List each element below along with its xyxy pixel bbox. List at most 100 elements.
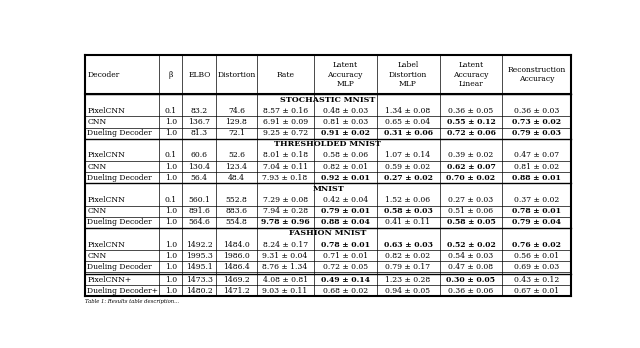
Text: 883.6: 883.6 xyxy=(225,207,248,215)
Text: 7.04 ± 0.11: 7.04 ± 0.11 xyxy=(262,163,308,171)
Text: 0.94 ± 0.05: 0.94 ± 0.05 xyxy=(385,287,431,295)
Text: 891.6: 891.6 xyxy=(188,207,211,215)
Text: 0.1: 0.1 xyxy=(164,151,177,159)
Text: 8.57 ± 0.16: 8.57 ± 0.16 xyxy=(262,107,308,115)
Text: 0.62 ± 0.07: 0.62 ± 0.07 xyxy=(447,163,495,171)
Text: 0.78 ± 0.01: 0.78 ± 0.01 xyxy=(321,240,370,248)
Text: 0.39 ± 0.02: 0.39 ± 0.02 xyxy=(449,151,493,159)
Text: Dueling Decoder: Dueling Decoder xyxy=(88,218,152,226)
Text: 560.1: 560.1 xyxy=(188,196,211,204)
Text: 1.0: 1.0 xyxy=(164,174,177,182)
Text: 1.52 ± 0.06: 1.52 ± 0.06 xyxy=(385,196,431,204)
Text: 1.0: 1.0 xyxy=(164,287,177,295)
Text: 0.37 ± 0.02: 0.37 ± 0.02 xyxy=(514,196,559,204)
Text: 0.47 ± 0.08: 0.47 ± 0.08 xyxy=(449,263,493,271)
Text: 1473.3: 1473.3 xyxy=(186,276,213,284)
Text: 52.6: 52.6 xyxy=(228,151,245,159)
Text: 1.0: 1.0 xyxy=(164,276,177,284)
Text: 0.36 ± 0.03: 0.36 ± 0.03 xyxy=(514,107,559,115)
Text: Latent
Accuracy
Linear: Latent Accuracy Linear xyxy=(453,62,489,88)
Text: 1.07 ± 0.14: 1.07 ± 0.14 xyxy=(385,151,431,159)
Text: PixelCNN: PixelCNN xyxy=(88,240,125,248)
Text: 0.63 ± 0.03: 0.63 ± 0.03 xyxy=(383,240,433,248)
Text: 1.0: 1.0 xyxy=(164,129,177,137)
Text: 0.48 ± 0.03: 0.48 ± 0.03 xyxy=(323,107,368,115)
Text: 0.1: 0.1 xyxy=(164,107,177,115)
Text: 0.47 ± 0.07: 0.47 ± 0.07 xyxy=(514,151,559,159)
Text: 0.76 ± 0.02: 0.76 ± 0.02 xyxy=(512,240,561,248)
Text: Reconstruction
Accuracy: Reconstruction Accuracy xyxy=(508,66,566,83)
Text: Table 1: Results table description...: Table 1: Results table description... xyxy=(85,299,179,304)
Text: Dueling Decoder: Dueling Decoder xyxy=(88,263,152,271)
Text: 1486.4: 1486.4 xyxy=(223,263,250,271)
Text: 0.27 ± 0.03: 0.27 ± 0.03 xyxy=(449,196,493,204)
Text: 72.1: 72.1 xyxy=(228,129,245,137)
Text: 0.68 ± 0.02: 0.68 ± 0.02 xyxy=(323,287,368,295)
Text: 0.43 ± 0.12: 0.43 ± 0.12 xyxy=(514,276,559,284)
Text: 8.01 ± 0.18: 8.01 ± 0.18 xyxy=(262,151,308,159)
Text: FASHION MNIST: FASHION MNIST xyxy=(289,229,367,237)
Text: 0.71 ± 0.01: 0.71 ± 0.01 xyxy=(323,252,368,260)
Text: Label
Distortion
MLP: Label Distortion MLP xyxy=(389,62,428,88)
Text: 0.42 ± 0.04: 0.42 ± 0.04 xyxy=(323,196,368,204)
Text: β: β xyxy=(168,71,173,79)
Text: Dueling Decoder+: Dueling Decoder+ xyxy=(88,287,159,295)
Text: CNN: CNN xyxy=(88,207,107,215)
Text: 8.24 ± 0.17: 8.24 ± 0.17 xyxy=(262,240,308,248)
Text: 0.69 ± 0.03: 0.69 ± 0.03 xyxy=(514,263,559,271)
Text: 136.7: 136.7 xyxy=(188,118,211,126)
Text: Latent
Accuracy
MLP: Latent Accuracy MLP xyxy=(328,62,363,88)
Text: 0.41 ± 0.11: 0.41 ± 0.11 xyxy=(385,218,431,226)
Text: 0.36 ± 0.05: 0.36 ± 0.05 xyxy=(449,107,493,115)
Text: 1469.2: 1469.2 xyxy=(223,276,250,284)
Text: 1995.3: 1995.3 xyxy=(186,252,212,260)
Text: 1.0: 1.0 xyxy=(164,118,177,126)
Text: 0.79 ± 0.04: 0.79 ± 0.04 xyxy=(512,218,561,226)
Text: 81.3: 81.3 xyxy=(191,129,208,137)
Text: 1495.1: 1495.1 xyxy=(186,263,212,271)
Text: 0.49 ± 0.14: 0.49 ± 0.14 xyxy=(321,276,370,284)
Text: 1.0: 1.0 xyxy=(164,163,177,171)
Text: 0.73 ± 0.02: 0.73 ± 0.02 xyxy=(512,118,561,126)
Text: THRESHOLDED MNIST: THRESHOLDED MNIST xyxy=(275,140,381,148)
Text: CNN: CNN xyxy=(88,252,107,260)
Text: 0.58 ± 0.05: 0.58 ± 0.05 xyxy=(447,218,495,226)
Text: 0.54 ± 0.03: 0.54 ± 0.03 xyxy=(449,252,493,260)
Text: 1471.2: 1471.2 xyxy=(223,287,250,295)
Text: 7.93 ± 0.18: 7.93 ± 0.18 xyxy=(262,174,308,182)
Text: 0.67 ± 0.01: 0.67 ± 0.01 xyxy=(514,287,559,295)
Text: 4.08 ± 0.81: 4.08 ± 0.81 xyxy=(262,276,308,284)
Text: 130.4: 130.4 xyxy=(188,163,211,171)
Text: Distortion: Distortion xyxy=(218,71,256,79)
Text: 0.70 ± 0.02: 0.70 ± 0.02 xyxy=(447,174,495,182)
Text: PixelCNN: PixelCNN xyxy=(88,196,125,204)
Text: 0.51 ± 0.06: 0.51 ± 0.06 xyxy=(449,207,493,215)
Text: 9.25 ± 0.72: 9.25 ± 0.72 xyxy=(262,129,308,137)
Text: 0.88 ± 0.04: 0.88 ± 0.04 xyxy=(321,218,369,226)
Text: 0.79 ± 0.03: 0.79 ± 0.03 xyxy=(512,129,561,137)
Text: 0.92 ± 0.01: 0.92 ± 0.01 xyxy=(321,174,369,182)
Text: 6.91 ± 0.09: 6.91 ± 0.09 xyxy=(262,118,308,126)
Text: 9.78 ± 0.96: 9.78 ± 0.96 xyxy=(260,218,309,226)
Text: MNIST: MNIST xyxy=(312,185,344,193)
Text: 1484.0: 1484.0 xyxy=(223,240,250,248)
Text: 83.2: 83.2 xyxy=(191,107,208,115)
Text: 9.31 ± 0.04: 9.31 ± 0.04 xyxy=(262,252,308,260)
Text: 1480.2: 1480.2 xyxy=(186,287,212,295)
Text: 0.58 ± 0.03: 0.58 ± 0.03 xyxy=(383,207,433,215)
Text: 0.58 ± 0.06: 0.58 ± 0.06 xyxy=(323,151,368,159)
Text: 7.94 ± 0.28: 7.94 ± 0.28 xyxy=(262,207,308,215)
Text: 0.55 ± 0.12: 0.55 ± 0.12 xyxy=(447,118,495,126)
Text: 0.31 ± 0.06: 0.31 ± 0.06 xyxy=(383,129,433,137)
Text: 60.6: 60.6 xyxy=(191,151,208,159)
Text: STOCHASTIC MNIST: STOCHASTIC MNIST xyxy=(280,96,376,104)
Text: 1.23 ± 0.28: 1.23 ± 0.28 xyxy=(385,276,431,284)
Text: 1986.0: 1986.0 xyxy=(223,252,250,260)
Text: 0.79 ± 0.01: 0.79 ± 0.01 xyxy=(321,207,370,215)
Text: 554.8: 554.8 xyxy=(225,218,248,226)
Text: 0.79 ± 0.17: 0.79 ± 0.17 xyxy=(385,263,431,271)
Text: 0.52 ± 0.02: 0.52 ± 0.02 xyxy=(447,240,495,248)
Text: 1.0: 1.0 xyxy=(164,240,177,248)
Text: 1492.2: 1492.2 xyxy=(186,240,212,248)
Text: 0.65 ± 0.04: 0.65 ± 0.04 xyxy=(385,118,431,126)
